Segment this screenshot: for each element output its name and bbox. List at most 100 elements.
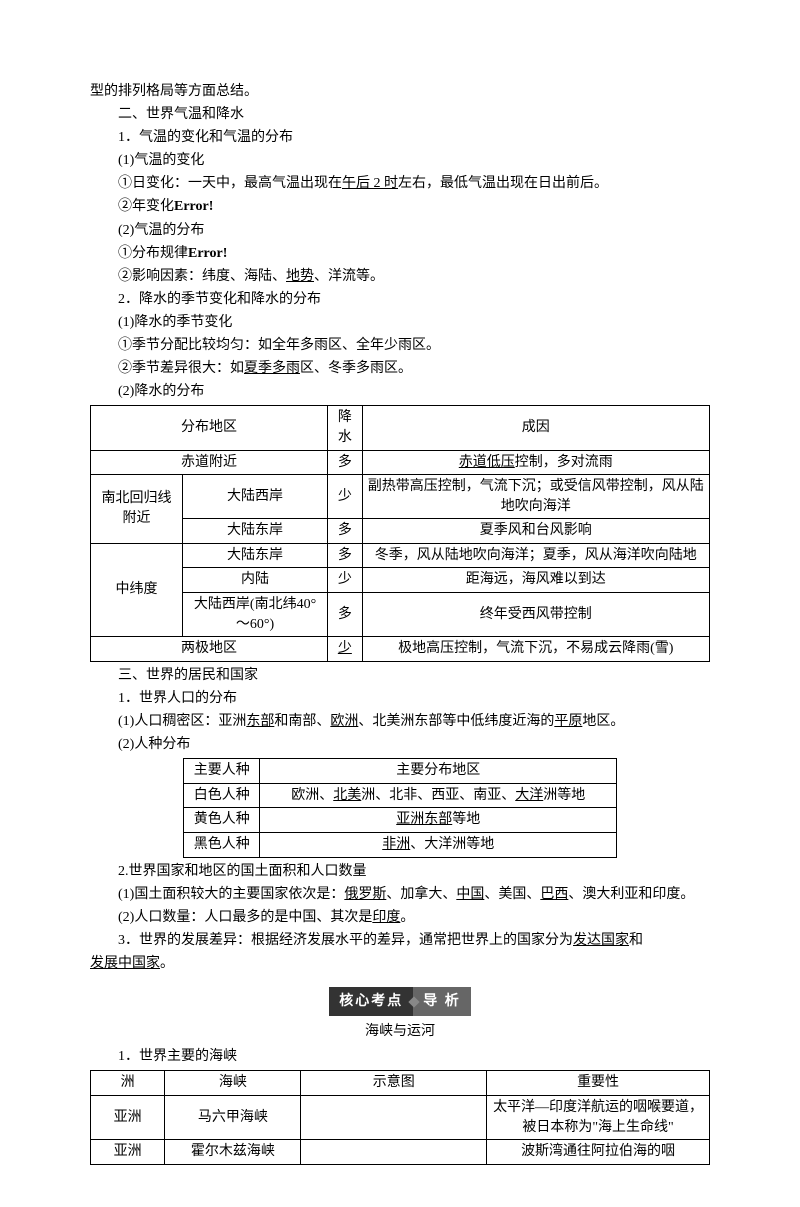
text: ②年变化 [118,199,174,214]
table-header: 降水 [328,406,362,450]
paragraph: (1)气温的变化 [90,149,710,172]
heading-2: 二、世界气温和降水 [90,103,710,126]
table-header-row: 主要人种 主要分布地区 [184,759,617,784]
table-row: 亚洲 马六甲海峡 太平洋—印度洋航运的咽喉要道，被日本称为"海上生命线" [91,1095,710,1139]
subtitle: 海峡与运河 [90,1020,710,1043]
underline-text: 俄罗斯 [344,887,386,902]
table-row: 中纬度 大陆东岸 多 冬季，风从陆地吹向海洋；夏季，风从海洋吹向陆地 [91,543,710,568]
table-row: 大陆西岸(南北纬40°～60°) 多 终年受西风带控制 [91,593,710,637]
table-cell: 太平洋—印度洋航运的咽喉要道，被日本称为"海上生命线" [487,1095,710,1139]
section-banner: 核心考点导 析 [90,987,710,1016]
underline-text: 夏季多雨 [244,361,300,376]
error-text: Error! [188,246,227,261]
paragraph: (1)降水的季节变化 [90,311,710,334]
table-cell: 多 [328,450,362,475]
text: 区、冬季多雨区。 [300,361,412,376]
paragraph: (1)国土面积较大的主要国家依次是：俄罗斯、加拿大、中国、美国、巴西、澳大利亚和… [90,883,710,906]
text: ①日变化：一天中，最高气温出现在 [118,176,342,191]
table-cell [301,1095,487,1139]
table-header: 示意图 [301,1071,487,1096]
table-cell: 黄色人种 [184,808,260,833]
paragraph: (1)人口稠密区：亚洲东部和南部、欧洲、北美洲东部等中低纬度近海的平原地区。 [90,710,710,733]
table-cell: 大陆西岸 [182,475,327,519]
paragraph: 1．气温的变化和气温的分布 [90,126,710,149]
table-header: 洲 [91,1071,165,1096]
table-header-row: 分布地区 降水 成因 [91,406,710,450]
table-cell: 少 [328,475,362,519]
table-row: 白色人种 欧洲、北美洲、北非、西亚、南亚、大洋洲等地 [184,783,617,808]
text: 左右，最低气温出现在日出前后。 [398,176,608,191]
paragraph: (2)人口数量：人口最多的是中国、其次是印度。 [90,906,710,929]
table-cell: 两极地区 [91,637,328,662]
underline-text: 地势 [286,269,314,284]
table-cell: 多 [328,519,362,544]
table-cell: 马六甲海峡 [165,1095,301,1139]
table-row: 黄色人种 亚洲东部等地 [184,808,617,833]
text: 、美国、 [484,887,540,902]
paragraph: 2．降水的季节变化和降水的分布 [90,288,710,311]
banner-left: 核心考点 [329,987,413,1016]
table-cell [301,1140,487,1165]
table-cell: 少 [328,637,362,662]
table-cell: 极地高压控制，气流下沉，不易成云降雨(雪) [362,637,709,662]
paragraph: 型的排列格局等方面总结。 [90,80,710,103]
text: 、洋流等。 [314,269,384,284]
table-cell: 内陆 [182,568,327,593]
table-cell: 波斯湾通往阿拉伯海的咽 [487,1140,710,1165]
text: 、北美洲东部等中低纬度近海的 [358,714,554,729]
table-cell: 大陆东岸 [182,519,327,544]
table-cell: 赤道低压控制，多对流雨 [362,450,709,475]
table-row: 赤道附近 多 赤道低压控制，多对流雨 [91,450,710,475]
paragraph: 1．世界主要的海峡 [90,1045,710,1068]
table-cell: 亚洲 [91,1095,165,1139]
text: ②影响因素：纬度、海陆、 [118,269,286,284]
paragraph: (2)降水的分布 [90,380,710,403]
text: ②季节差异很大：如 [118,361,244,376]
text: 。 [160,956,174,971]
text: 、加拿大、 [386,887,456,902]
text: ①分布规律 [118,246,188,261]
text: 、澳大利亚和印度。 [568,887,694,902]
table-cell: 赤道附近 [91,450,328,475]
table-header: 分布地区 [91,406,328,450]
text: 3．世界的发展差异：根据经济发展水平的差异，通常把世界上的国家分为 [90,929,573,952]
text: 和南部、 [274,714,330,729]
paragraph: ②影响因素：纬度、海陆、地势、洋流等。 [90,265,710,288]
text: 。 [400,910,414,925]
text: (1)人口稠密区：亚洲 [118,714,246,729]
table-cell: 非洲、大洋洲等地 [260,833,617,858]
table-cell: 冬季，风从陆地吹向海洋；夏季，风从海洋吹向陆地 [362,543,709,568]
table-cell: 中纬度 [91,543,183,636]
table-row: 南北回归线附近 大陆西岸 少 副热带高压控制，气流下沉；或受信风带控制，风从陆地… [91,475,710,519]
paragraph: ①季节分配比较均匀：如全年多雨区、全年少雨区。 [90,334,710,357]
table-row: 黑色人种 非洲、大洋洲等地 [184,833,617,858]
paragraph: ②季节差异很大：如夏季多雨区、冬季多雨区。 [90,357,710,380]
table-header-row: 洲 海峡 示意图 重要性 [91,1071,710,1096]
underline-text: 平原 [554,714,582,729]
race-table: 主要人种 主要分布地区 白色人种 欧洲、北美洲、北非、西亚、南亚、大洋洲等地 黄… [183,758,617,857]
table-cell: 欧洲、北美洲、北非、西亚、南亚、大洋洲等地 [260,783,617,808]
table-header: 主要分布地区 [260,759,617,784]
table-header: 主要人种 [184,759,260,784]
table-cell: 黑色人种 [184,833,260,858]
table-cell: 霍尔木兹海峡 [165,1140,301,1165]
heading-3: 三、世界的居民和国家 [90,664,710,687]
table-row: 大陆东岸 多 夏季风和台风影响 [91,519,710,544]
text: (1)国土面积较大的主要国家依次是： [118,887,344,902]
table-header: 成因 [362,406,709,450]
underline-text: 赤道低压 [459,455,515,470]
table-cell: 白色人种 [184,783,260,808]
paragraph: 1．世界人口的分布 [90,687,710,710]
table-row: 内陆 少 距海远，海风难以到达 [91,568,710,593]
text: 地区。 [582,714,624,729]
underline-text: 午后 2 时 [342,176,398,191]
underline-text: 东部 [246,714,274,729]
underline-text: 中国 [456,887,484,902]
table-cell: 亚洲 [91,1140,165,1165]
text: 和 [629,933,643,948]
table-cell: 南北回归线附近 [91,475,183,544]
paragraph: (2)气温的分布 [90,219,710,242]
table-row: 两极地区 少 极地高压控制，气流下沉，不易成云降雨(雪) [91,637,710,662]
table-cell: 终年受西风带控制 [362,593,709,637]
table-cell: 亚洲东部等地 [260,808,617,833]
